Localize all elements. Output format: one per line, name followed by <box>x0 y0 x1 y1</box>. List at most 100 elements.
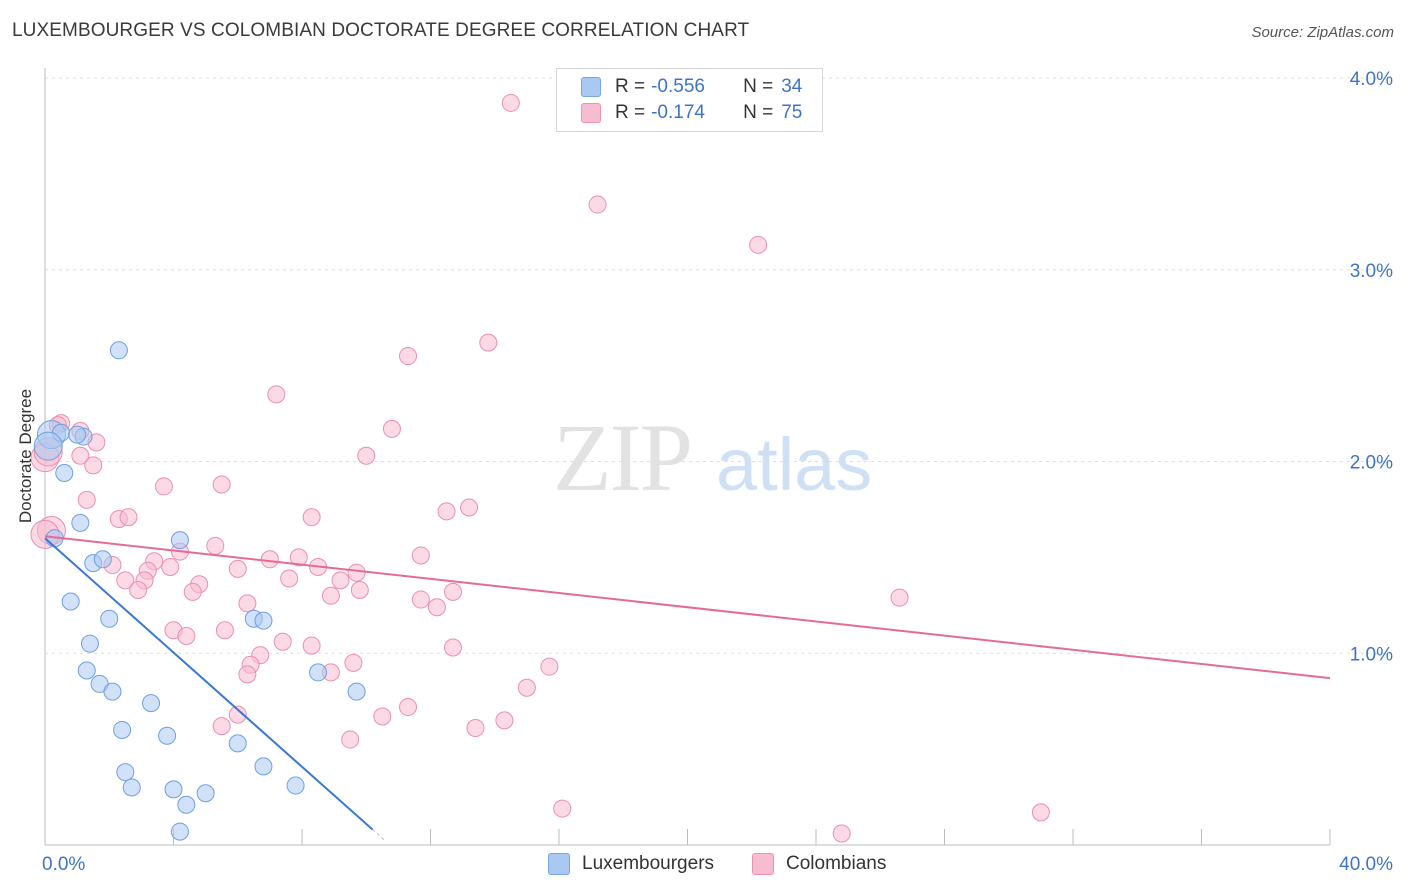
watermark: ZIP atlas <box>553 404 872 511</box>
luxembourger-point <box>100 609 119 628</box>
bottom-legend-colombians: Colombians <box>752 852 886 876</box>
colombian-point <box>183 582 202 601</box>
luxembourger-point <box>170 822 189 841</box>
chart-title: LUXEMBOURGER VS COLOMBIAN DOCTORATE DEGR… <box>12 20 750 41</box>
colombian-point <box>238 665 257 684</box>
colombian-point <box>1031 803 1050 822</box>
legend-row-colombians: R = -0.174 N = 75 <box>581 101 802 125</box>
bottom-legend-label-luxembourgers: Luxembourgers <box>582 853 715 874</box>
colombian-point <box>154 477 173 496</box>
colombian-point <box>588 195 607 214</box>
colombian-point <box>71 446 90 465</box>
legend-swatch-colombians <box>581 103 601 123</box>
colombian-point <box>177 626 196 645</box>
colombian-point <box>382 419 401 438</box>
luxembourger-point <box>170 531 189 550</box>
luxembourger-point <box>196 784 215 803</box>
source-label: Source: ZipAtlas.com <box>1251 24 1394 41</box>
tick-labels: 1.0% 2.0% 3.0% 4.0% 0.0% 40.0% <box>42 69 1393 875</box>
watermark-zip: ZIP <box>553 404 691 511</box>
colombian-point <box>347 563 366 582</box>
colombian-point <box>443 582 462 601</box>
x-tick-label: 40.0% <box>1339 854 1393 875</box>
colombian-point <box>495 711 514 730</box>
bottom-legend-swatch-luxembourgers <box>548 853 570 875</box>
colombian-point <box>341 730 360 749</box>
luxembourger-point <box>286 776 305 795</box>
colombians-trend-line <box>44 535 1331 680</box>
colombian-point <box>84 456 103 475</box>
luxembourger-point <box>80 634 99 653</box>
colombian-point <box>501 93 520 112</box>
colombian-point <box>427 598 446 617</box>
legend-r-value: -0.556 <box>651 76 705 97</box>
colombian-point <box>460 498 479 517</box>
colombian-point <box>344 653 363 672</box>
colombian-point <box>161 557 180 576</box>
legend-swatch-luxembourgers <box>581 77 601 97</box>
colombian-point <box>212 717 231 736</box>
colombian-point <box>273 632 292 651</box>
colombian-point <box>411 546 430 565</box>
colombian-point <box>411 590 430 609</box>
luxembourger-point <box>142 694 161 713</box>
luxembourger-point <box>77 661 96 680</box>
legend-n-label: N = <box>743 102 774 123</box>
colombian-point <box>832 824 851 843</box>
colombian-point <box>373 707 392 726</box>
luxembourger-point <box>177 795 196 814</box>
colombian-point <box>280 569 299 588</box>
colombian-point <box>350 580 369 599</box>
luxembourger-point <box>71 513 90 532</box>
luxembourger-point <box>254 611 273 630</box>
luxembourgers-trend-line <box>44 537 374 831</box>
colombian-point <box>129 580 148 599</box>
colombian-point <box>890 588 909 607</box>
colombian-point <box>260 550 279 569</box>
bottom-legend-swatch-colombians <box>752 853 774 875</box>
luxembourger-point <box>347 682 366 701</box>
colombian-point <box>517 678 536 697</box>
y-tick-label: 1.0% <box>1350 644 1393 665</box>
bottom-legend-luxembourgers: Luxembourgers <box>548 852 714 876</box>
legend-row-luxembourgers: R = -0.556 N = 34 <box>581 75 802 99</box>
colombian-point <box>437 502 456 521</box>
colombian-point <box>749 235 768 254</box>
colombian-point <box>479 333 498 352</box>
colombian-point <box>302 508 321 527</box>
colombians-points <box>30 93 1050 843</box>
colombian-point <box>238 594 257 613</box>
colombian-point <box>119 508 138 527</box>
stats-legend: R = -0.556 N = 34 R = -0.174 N = 75 <box>556 68 823 132</box>
luxembourger-point <box>33 431 63 461</box>
legend-n-value: 75 <box>781 102 803 123</box>
colombian-point <box>321 586 340 605</box>
luxembourger-point <box>103 682 122 701</box>
luxembourger-point <box>93 550 112 569</box>
x-tick-label: 0.0% <box>42 854 85 875</box>
watermark-atlas: atlas <box>716 423 872 506</box>
colombian-point <box>116 571 135 590</box>
trend-lines <box>44 535 1331 842</box>
luxembourgers-points <box>33 341 366 841</box>
colombian-point <box>553 799 572 818</box>
grid-lines <box>45 77 1395 654</box>
y-tick-label: 4.0% <box>1350 69 1393 90</box>
luxembourger-point <box>309 663 328 682</box>
luxembourger-point <box>109 341 128 360</box>
colombian-point <box>212 475 231 494</box>
luxembourger-point <box>61 592 80 611</box>
colombian-point <box>215 621 234 640</box>
luxembourger-point <box>158 726 177 745</box>
luxembourger-point <box>254 757 273 776</box>
colombian-point <box>540 657 559 676</box>
luxembourgers-trend-line-extension <box>372 829 386 842</box>
colombian-point <box>267 385 286 404</box>
colombian-point <box>228 705 247 724</box>
colombian-point <box>357 446 376 465</box>
colombian-point <box>399 697 418 716</box>
colombian-point <box>206 536 225 555</box>
legend-n-value: 34 <box>781 76 803 97</box>
colombian-point <box>443 638 462 657</box>
